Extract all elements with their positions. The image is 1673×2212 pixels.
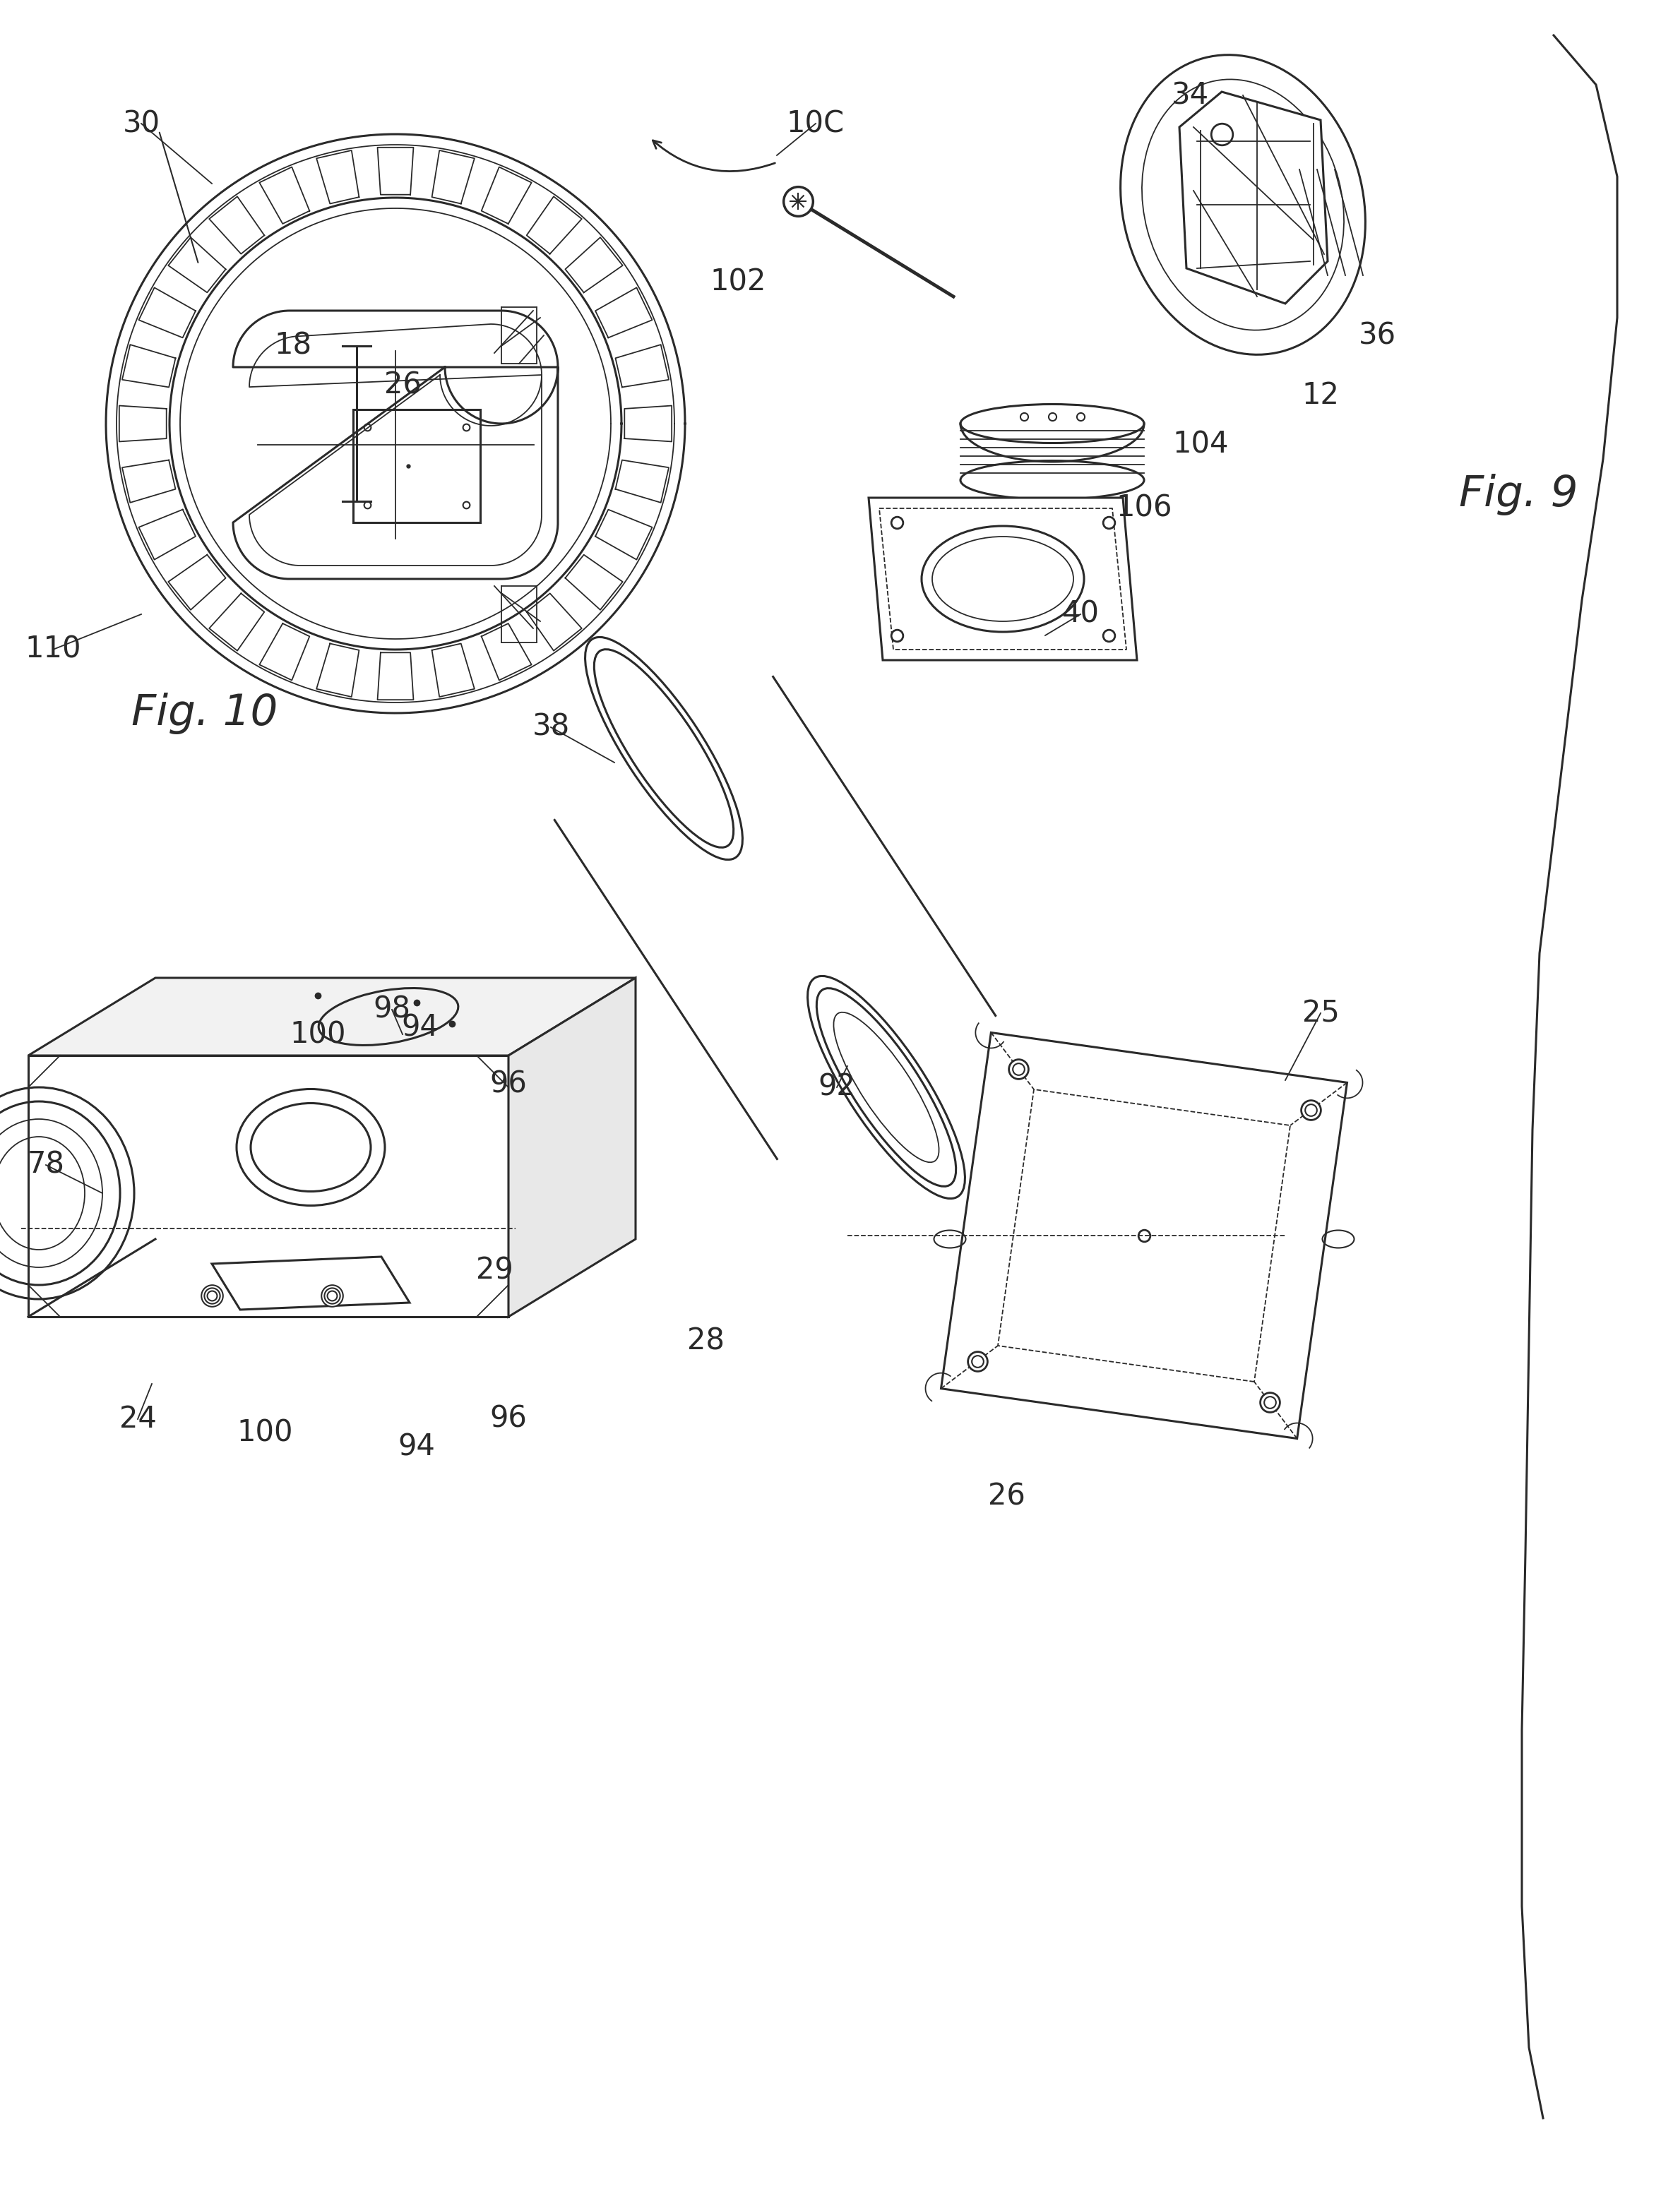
Text: 96: 96: [490, 1068, 527, 1099]
Text: 26: 26: [383, 369, 422, 400]
Bar: [353, 409, 480, 522]
Text: 24: 24: [119, 1405, 156, 1433]
Text: 94: 94: [402, 1013, 438, 1042]
Text: 25: 25: [1302, 998, 1340, 1029]
Text: 29: 29: [475, 1256, 514, 1285]
Text: 104: 104: [1173, 429, 1228, 460]
Text: 98: 98: [373, 995, 410, 1024]
Polygon shape: [940, 1033, 1347, 1438]
Text: 36: 36: [1358, 321, 1395, 349]
Text: 30: 30: [122, 108, 161, 139]
Text: 92: 92: [818, 1073, 855, 1102]
Text: 106: 106: [1116, 493, 1173, 524]
Polygon shape: [212, 1256, 410, 1310]
Text: 96: 96: [490, 1405, 527, 1433]
Text: 12: 12: [1302, 380, 1340, 409]
Polygon shape: [28, 1055, 509, 1316]
Polygon shape: [1179, 91, 1328, 303]
Text: 34: 34: [1171, 80, 1208, 111]
Text: 102: 102: [709, 268, 766, 296]
Text: 78: 78: [27, 1150, 65, 1179]
Polygon shape: [28, 978, 636, 1055]
Text: 94: 94: [398, 1433, 435, 1462]
Text: 18: 18: [274, 332, 311, 361]
Text: 10C: 10C: [786, 108, 845, 139]
Text: 100: 100: [289, 1020, 346, 1048]
Polygon shape: [509, 978, 636, 1316]
Text: 28: 28: [688, 1327, 724, 1356]
Text: 100: 100: [238, 1418, 293, 1449]
Text: 38: 38: [532, 712, 569, 741]
Text: Fig. 9: Fig. 9: [1459, 473, 1578, 515]
Text: 26: 26: [987, 1482, 1026, 1511]
Text: Fig. 10: Fig. 10: [132, 692, 278, 734]
Text: 40: 40: [1062, 599, 1099, 628]
Text: 110: 110: [25, 635, 80, 664]
Polygon shape: [868, 498, 1138, 659]
